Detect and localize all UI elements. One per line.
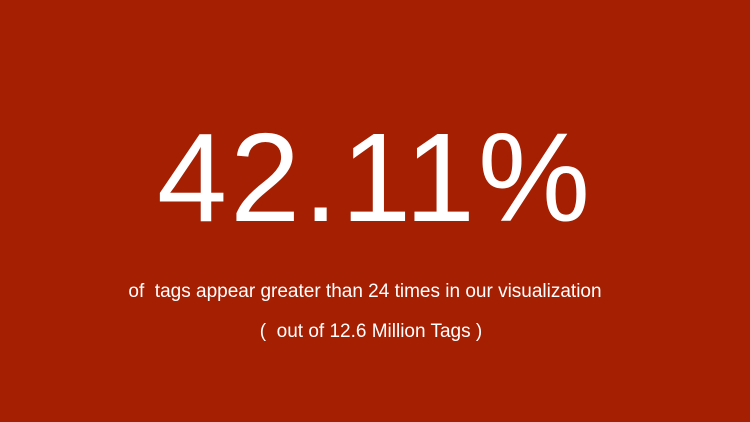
headline-percentage: 42.11% (157, 107, 593, 248)
stat-caption: of tags appear greater than 24 times in … (128, 281, 602, 302)
stat-sub-caption: ( out of 12.6 Million Tags ) (259, 321, 483, 342)
